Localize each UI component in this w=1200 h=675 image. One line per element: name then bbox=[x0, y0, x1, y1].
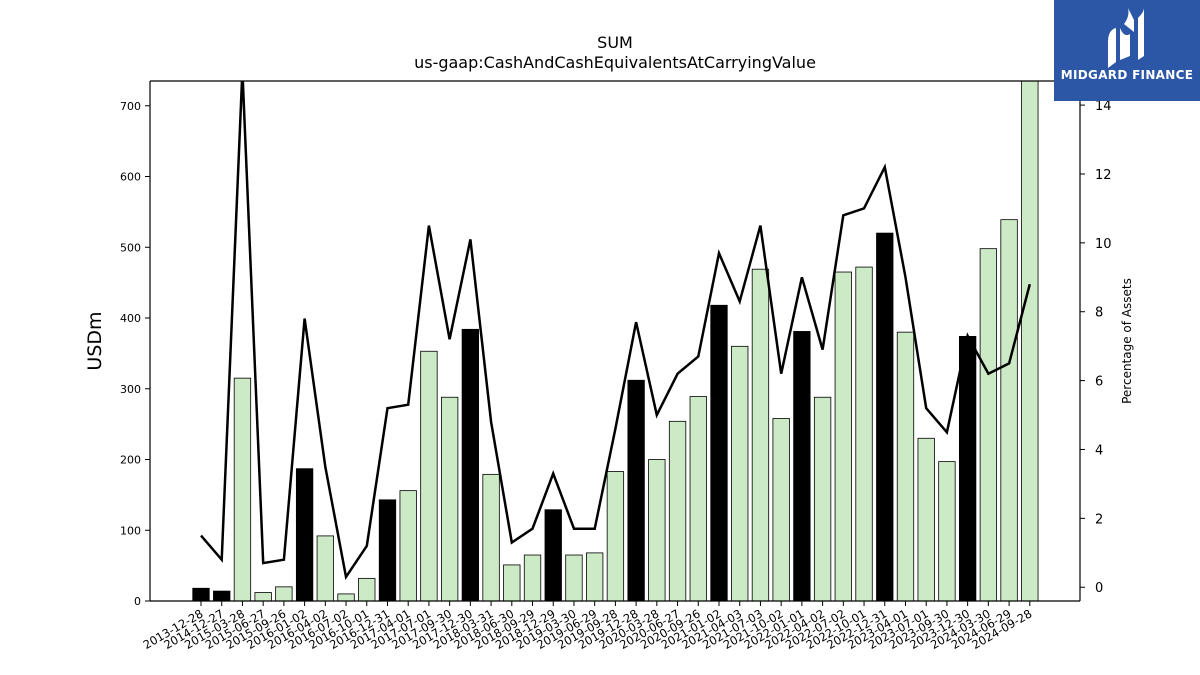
bar-2017-09-30 bbox=[440, 396, 459, 602]
bar-2020-06-27 bbox=[668, 420, 687, 602]
bar-2021-10-02 bbox=[772, 418, 790, 602]
y2-tick-label: 12 bbox=[1095, 168, 1112, 183]
bar-2022-01-01 bbox=[793, 331, 811, 602]
y-tick-label: 400 bbox=[120, 312, 141, 325]
bar-2021-04-03 bbox=[731, 345, 749, 602]
bar-2016-07-02 bbox=[337, 593, 355, 602]
y2-tick-label: 4 bbox=[1095, 443, 1103, 458]
bar-2015-03-28 bbox=[233, 377, 252, 602]
bar-2019-03-30 bbox=[565, 554, 583, 602]
y2-tick-label: 2 bbox=[1095, 512, 1103, 527]
bar-2021-01-02 bbox=[710, 304, 728, 602]
bar-2016-01-02 bbox=[295, 468, 314, 602]
logo-text: MIDGARD FINANCE bbox=[1060, 68, 1194, 82]
bar-2018-09-29 bbox=[523, 554, 542, 602]
y-tick-label: 300 bbox=[120, 383, 141, 396]
y2-tick-label: 14 bbox=[1095, 99, 1112, 114]
bar-2023-12-30 bbox=[958, 336, 977, 602]
brand-logo: MIDGARD FINANCE bbox=[1054, 0, 1200, 101]
bar-2017-07-01 bbox=[420, 350, 438, 602]
bar-2019-12-28 bbox=[627, 379, 645, 602]
bar-2016-04-02 bbox=[316, 535, 334, 602]
bar-2018-12-29 bbox=[544, 509, 562, 602]
bar-2022-10-01 bbox=[855, 266, 873, 602]
bar-2022-04-02 bbox=[813, 396, 832, 602]
y-tick-label: 600 bbox=[120, 171, 141, 184]
bar-2024-03-30 bbox=[979, 248, 998, 602]
bar-2024-09-28 bbox=[1021, 80, 1039, 602]
bar-2014-12-27 bbox=[213, 590, 231, 602]
y-tick-label: 100 bbox=[120, 524, 141, 537]
bar-2017-04-01 bbox=[399, 490, 417, 602]
bar-2018-03-31 bbox=[482, 473, 500, 602]
bar-2024-06-29 bbox=[1000, 219, 1018, 602]
y-axis-label: USDm bbox=[84, 311, 106, 370]
bar-2020-03-28 bbox=[648, 459, 666, 602]
bar-2017-12-30 bbox=[461, 328, 480, 602]
bar-2019-06-29 bbox=[586, 552, 604, 602]
bar-2022-07-02 bbox=[834, 271, 852, 602]
y2-axis-label: Percentage of Assets bbox=[1120, 278, 1134, 404]
bar-2022-12-31 bbox=[876, 232, 894, 602]
bar-2015-09-26 bbox=[275, 586, 293, 602]
bar-2018-06-30 bbox=[503, 564, 521, 602]
y-tick-label: 700 bbox=[120, 100, 141, 113]
logo-mark-icon bbox=[1108, 8, 1144, 68]
y-tick-label: 200 bbox=[120, 454, 141, 467]
bar-2013-12-28 bbox=[192, 587, 210, 602]
chart-title: SUM bbox=[597, 33, 633, 52]
y2-tick-label: 6 bbox=[1095, 375, 1103, 390]
bar-2023-09-30 bbox=[938, 461, 956, 602]
bar-2015-06-27 bbox=[254, 592, 272, 602]
bar-2016-12-31 bbox=[378, 499, 397, 602]
y2-tick-label: 10 bbox=[1095, 237, 1112, 252]
bar-2020-09-26 bbox=[689, 396, 707, 602]
bar-2019-09-28 bbox=[606, 471, 625, 602]
bar-2023-07-01 bbox=[917, 437, 935, 602]
bar-2021-07-03 bbox=[751, 268, 770, 602]
chart-subtitle: us-gaap:CashAndCashEquivalentsAtCarrying… bbox=[414, 53, 816, 72]
bar-2016-10-01 bbox=[358, 577, 376, 602]
y-tick-label: 500 bbox=[120, 241, 141, 254]
y2-tick-label: 0 bbox=[1095, 581, 1103, 596]
y-tick-label: 0 bbox=[134, 595, 141, 608]
percentage-line bbox=[200, 81, 1032, 581]
y2-tick-label: 8 bbox=[1095, 306, 1103, 321]
bar-2023-04-01 bbox=[896, 331, 915, 602]
